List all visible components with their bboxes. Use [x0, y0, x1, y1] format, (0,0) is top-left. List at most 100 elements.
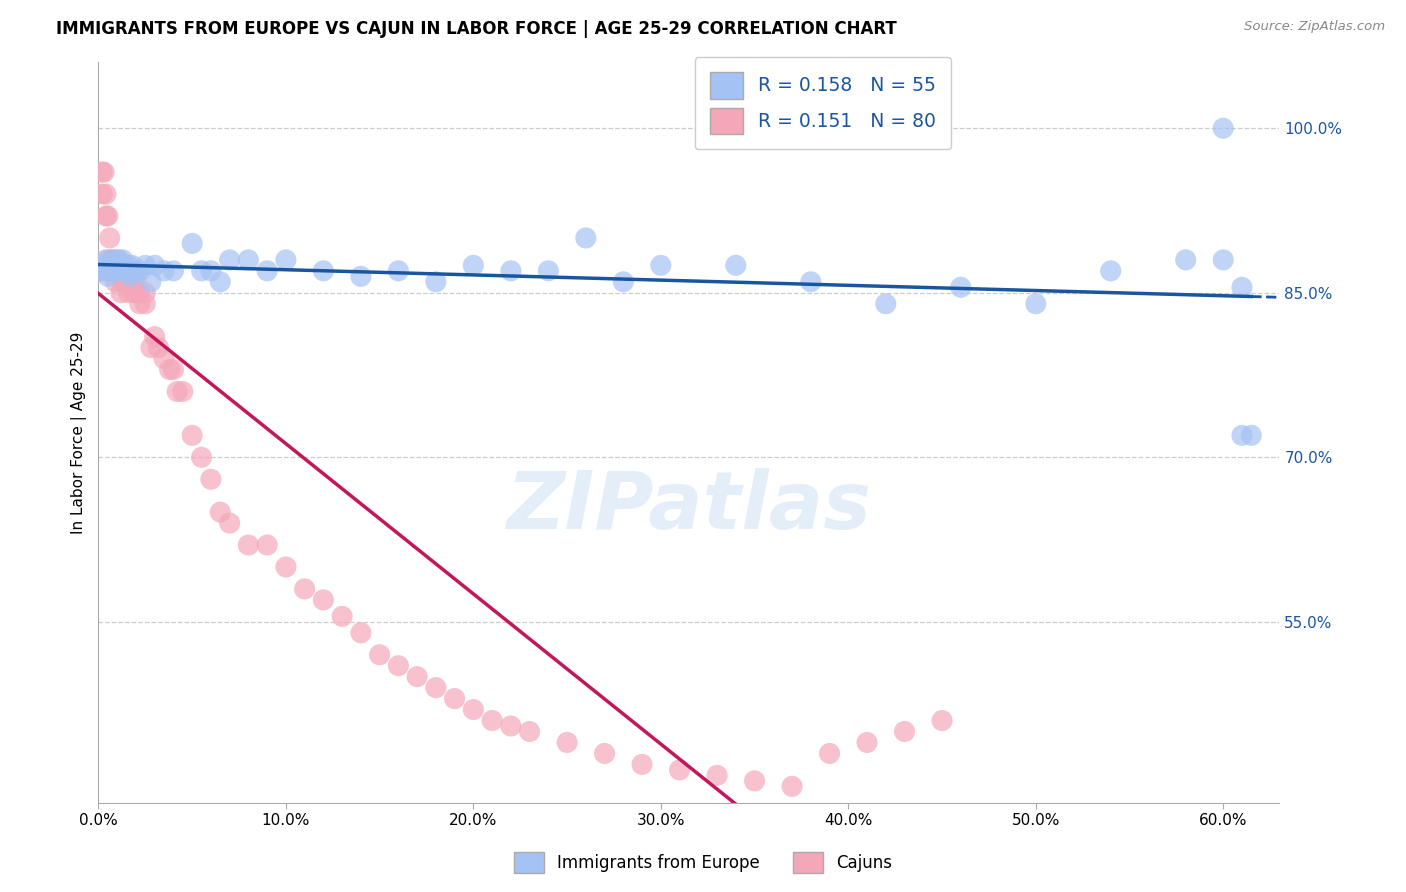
- Point: [499, 719, 522, 733]
- Legend: Immigrants from Europe, Cajuns: Immigrants from Europe, Cajuns: [508, 846, 898, 880]
- Point: [91, 264, 114, 278]
- Point: [274, 252, 297, 267]
- Point: [1212, 252, 1234, 267]
- Point: [744, 773, 766, 788]
- Point: [406, 670, 429, 684]
- Point: [1230, 280, 1253, 294]
- Point: [238, 538, 260, 552]
- Point: [181, 236, 204, 251]
- Point: [368, 648, 391, 662]
- Point: [114, 264, 136, 278]
- Point: [631, 757, 654, 772]
- Point: [190, 264, 212, 278]
- Point: [668, 763, 690, 777]
- Point: [481, 714, 503, 728]
- Point: [98, 264, 121, 278]
- Point: [1230, 428, 1253, 442]
- Point: [104, 264, 127, 278]
- Point: [425, 275, 447, 289]
- Point: [537, 264, 560, 278]
- Point: [256, 264, 278, 278]
- Point: [800, 275, 823, 289]
- Point: [98, 231, 121, 245]
- Point: [780, 780, 803, 794]
- Point: [350, 269, 373, 284]
- Point: [443, 691, 465, 706]
- Point: [153, 264, 176, 278]
- Point: [97, 252, 120, 267]
- Point: [122, 285, 145, 300]
- Point: [706, 768, 728, 782]
- Point: [115, 264, 138, 278]
- Point: [200, 472, 222, 486]
- Point: [108, 252, 131, 267]
- Point: [1240, 428, 1263, 442]
- Point: [134, 297, 156, 311]
- Point: [949, 280, 972, 294]
- Point: [818, 747, 841, 761]
- Point: [330, 609, 353, 624]
- Point: [650, 258, 672, 272]
- Point: [94, 209, 117, 223]
- Point: [612, 275, 634, 289]
- Point: [103, 252, 125, 267]
- Point: [110, 264, 132, 278]
- Point: [139, 341, 162, 355]
- Point: [238, 252, 260, 267]
- Point: [128, 297, 150, 311]
- Point: [190, 450, 212, 465]
- Point: [103, 252, 125, 267]
- Point: [153, 351, 176, 366]
- Point: [104, 264, 127, 278]
- Point: [111, 275, 134, 289]
- Point: [200, 264, 222, 278]
- Point: [181, 428, 204, 442]
- Point: [931, 714, 953, 728]
- Point: [387, 264, 409, 278]
- Point: [104, 275, 127, 289]
- Point: [519, 724, 541, 739]
- Point: [1099, 264, 1122, 278]
- Point: [97, 209, 120, 223]
- Point: [1174, 252, 1197, 267]
- Point: [209, 275, 232, 289]
- Point: [128, 264, 150, 278]
- Point: [1025, 297, 1047, 311]
- Point: [875, 297, 897, 311]
- Point: [463, 258, 485, 272]
- Point: [91, 187, 114, 202]
- Point: [294, 582, 316, 596]
- Point: [274, 560, 297, 574]
- Point: [143, 329, 166, 343]
- Point: [256, 538, 278, 552]
- Point: [893, 724, 915, 739]
- Point: [94, 187, 117, 202]
- Point: [110, 264, 132, 278]
- Point: [121, 258, 143, 272]
- Point: [425, 681, 447, 695]
- Point: [148, 341, 170, 355]
- Point: [89, 264, 111, 278]
- Point: [117, 264, 139, 278]
- Point: [110, 285, 132, 300]
- Point: [98, 258, 121, 272]
- Point: [122, 264, 145, 278]
- Point: [91, 165, 114, 179]
- Point: [117, 258, 139, 272]
- Point: [856, 735, 879, 749]
- Point: [724, 258, 747, 272]
- Point: [93, 258, 115, 272]
- Point: [94, 252, 117, 267]
- Point: [120, 275, 142, 289]
- Point: [105, 258, 128, 272]
- Point: [125, 264, 148, 278]
- Point: [103, 264, 125, 278]
- Point: [117, 285, 139, 300]
- Text: IMMIGRANTS FROM EUROPE VS CAJUN IN LABOR FORCE | AGE 25-29 CORRELATION CHART: IMMIGRANTS FROM EUROPE VS CAJUN IN LABOR…: [56, 20, 897, 37]
- Point: [93, 264, 115, 278]
- Point: [312, 593, 335, 607]
- Point: [125, 275, 148, 289]
- Point: [93, 165, 115, 179]
- Point: [387, 658, 409, 673]
- Point: [312, 264, 335, 278]
